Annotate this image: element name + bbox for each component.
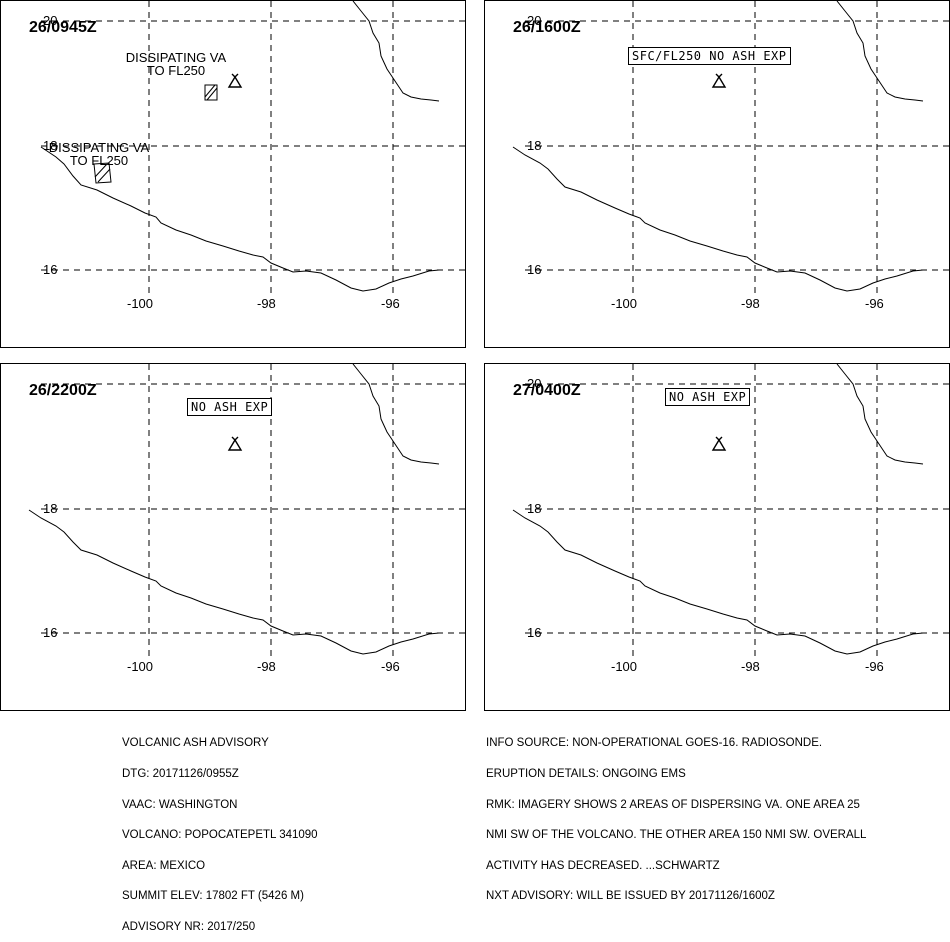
- graticule: [525, 364, 949, 656]
- panel-time: 26/1600Z: [513, 19, 581, 36]
- lat-label-16: 16: [43, 625, 58, 640]
- lon-label-100: -100: [611, 659, 638, 674]
- hatched-ash-polygon: [93, 162, 112, 184]
- coastline: [512, 146, 924, 292]
- panel-time: 26/0945Z: [29, 19, 97, 36]
- lat-label-20: 20: [527, 13, 542, 28]
- advisory-summit-elev: SUMMIT ELEV: 17802 FT (5426 M): [122, 890, 304, 903]
- advisory-number: ADVISORY NR: 2017/250: [122, 920, 256, 933]
- map-panel-3: 26/2200Z 20 18 16 -100 -98 -96 NO ASH EX…: [0, 363, 466, 711]
- lat-label-18: 18: [527, 138, 542, 153]
- coastline-north: [836, 1, 924, 102]
- advisory-remark-line: RMK: IMAGERY SHOWS 2 AREAS OF DISPERSING…: [486, 798, 860, 811]
- lat-label-18: 18: [527, 501, 542, 516]
- lon-label-96: -96: [865, 296, 884, 311]
- forecast-box-label: SFC/FL250 NO ASH EXP: [628, 47, 791, 65]
- ash-polygon-label: DISSIPATING VA TO FL250: [29, 141, 169, 167]
- volcano-icon: [711, 436, 727, 451]
- graticule: [41, 1, 465, 293]
- lon-label-96: -96: [865, 659, 884, 674]
- coastline: [28, 509, 440, 655]
- forecast-box-label: NO ASH EXP: [187, 398, 273, 416]
- map-canvas: [40, 1, 465, 293]
- volcano-icon: [227, 436, 243, 451]
- advisory-details-block: INFO SOURCE: NON-OPERATIONAL GOES-16. RA…: [486, 718, 866, 912]
- advisory-remark-line: NMI SW OF THE VOLCANO. THE OTHER AREA 15…: [486, 829, 867, 842]
- lat-label-16: 16: [43, 262, 58, 277]
- ash-polygon-label: DISSIPATING VA TO FL250: [101, 51, 251, 77]
- ash-label-line2: TO FL250: [69, 153, 129, 168]
- hatched-ash-polygon: [204, 84, 218, 101]
- lon-label-98: -98: [257, 296, 276, 311]
- advisory-info-source: INFO SOURCE: NON-OPERATIONAL GOES-16. RA…: [486, 737, 823, 750]
- ash-label-line2: TO FL250: [146, 63, 206, 78]
- lon-label-98: -98: [741, 659, 760, 674]
- lon-label-96: -96: [381, 659, 400, 674]
- lat-label-18: 18: [43, 501, 58, 516]
- map-panel-2: 26/1600Z 20 18 16 -100 -98 -96 SFC/FL250…: [484, 0, 950, 348]
- coastline-north: [352, 364, 440, 465]
- lon-label-98: -98: [741, 296, 760, 311]
- advisory-volcano: VOLCANO: POPOCATEPETL 341090: [122, 829, 318, 842]
- map-panel-4: 27/0400Z 20 18 16 -100 -98 -96 NO ASH EX…: [484, 363, 950, 711]
- coastline: [512, 509, 924, 655]
- lat-label-20: 20: [527, 376, 542, 391]
- lon-label-100: -100: [127, 659, 154, 674]
- ash-label-line1: DISSIPATING VA: [125, 50, 227, 65]
- forecast-box-label: NO ASH EXP: [665, 388, 751, 406]
- panel-time: 26/2200Z: [29, 382, 97, 399]
- coastline: [40, 146, 440, 292]
- advisory-next: NXT ADVISORY: WILL BE ISSUED BY 20171126…: [486, 890, 775, 903]
- advisory-eruption-details: ERUPTION DETAILS: ONGOING EMS: [486, 768, 686, 780]
- lat-label-16: 16: [527, 262, 542, 277]
- lat-label-16: 16: [527, 625, 542, 640]
- lat-label-18: 18: [43, 138, 58, 153]
- lat-label-20: 20: [43, 13, 58, 28]
- advisory-dtg: DTG: 20171126/0955Z: [122, 768, 239, 780]
- map-panel-1: 26/0945Z 20 18 16 -100 -98 -96 DISSIPATI…: [0, 0, 466, 348]
- advisory-title: VOLCANIC ASH ADVISORY: [122, 737, 269, 750]
- ash-label-line1: DISSIPATING VA: [48, 140, 150, 155]
- lon-label-96: -96: [381, 296, 400, 311]
- volcano-icon: [711, 73, 727, 88]
- lon-label-98: -98: [257, 659, 276, 674]
- advisory-vaac: VAAC: WASHINGTON: [122, 798, 238, 811]
- coastline-north: [836, 364, 924, 465]
- map-canvas: [512, 364, 949, 656]
- advisory-remark-line: ACTIVITY HAS DECREASED. ...SCHWARTZ: [486, 859, 720, 872]
- lon-label-100: -100: [611, 296, 638, 311]
- advisory-area: AREA: MEXICO: [122, 859, 206, 872]
- panel-time: 27/0400Z: [513, 382, 581, 399]
- coastline-north: [352, 1, 440, 102]
- lon-label-100: -100: [127, 296, 154, 311]
- advisory-header-block: VOLCANIC ASH ADVISORY DTG: 20171126/0955…: [122, 718, 318, 942]
- graticule: [525, 1, 949, 293]
- volcano-icon: [227, 73, 243, 88]
